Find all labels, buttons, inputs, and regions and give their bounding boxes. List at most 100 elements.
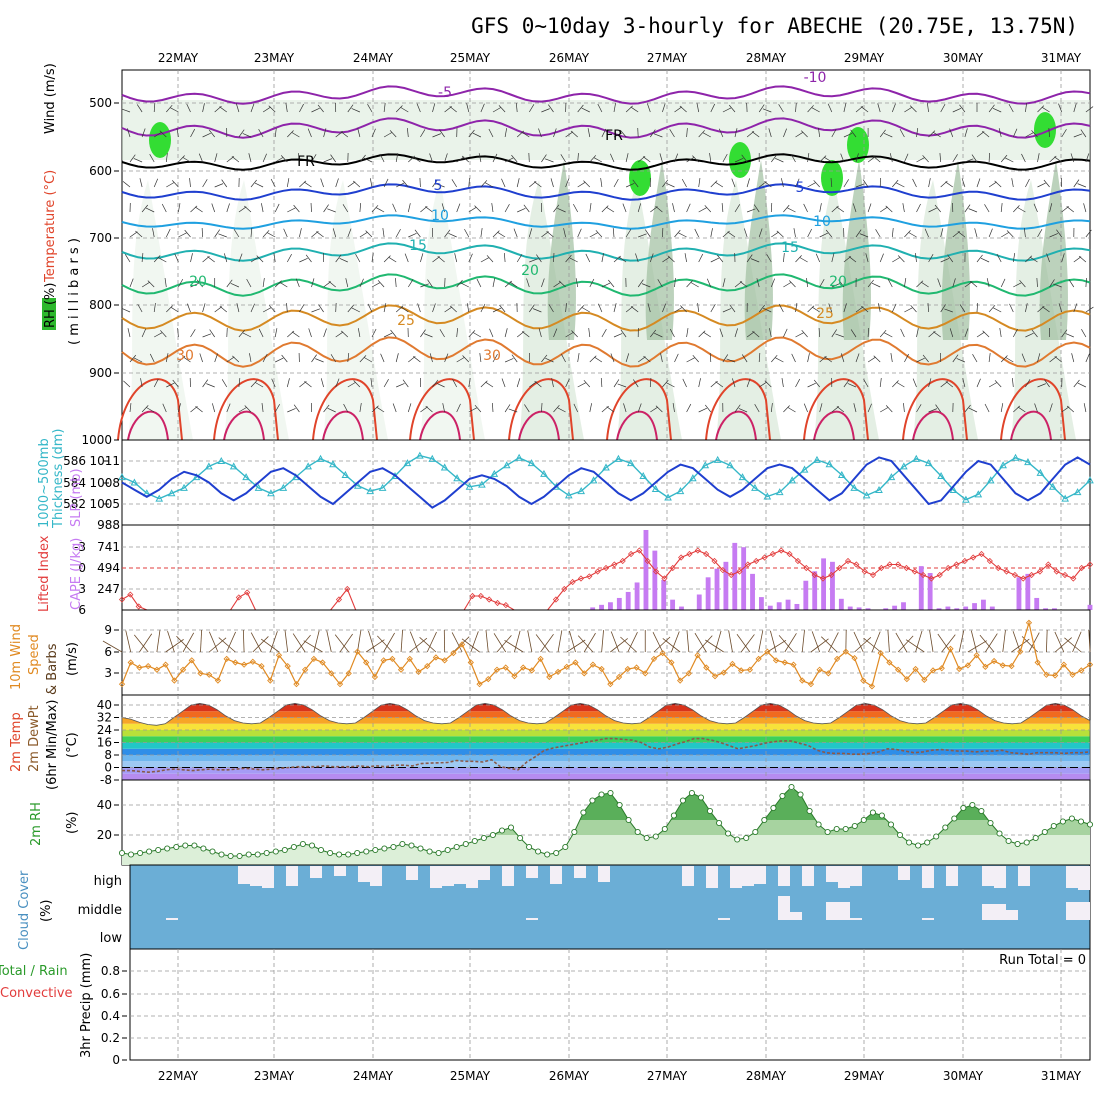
- wind-barb: [501, 178, 506, 188]
- thickness-marker: [217, 456, 226, 464]
- wind-barb: [719, 328, 724, 338]
- wind-barb: [376, 207, 385, 213]
- wind-barb: [1058, 303, 1063, 313]
- wind-barb: [1013, 405, 1021, 413]
- wind-barb: [654, 332, 663, 338]
- wind-barb: [601, 205, 609, 213]
- wind-barb: [710, 103, 716, 113]
- left-labels: RH (%) Temperature (°C) Wind (m/s) ( m i…: [0, 63, 94, 1058]
- wind-barb: [448, 233, 457, 238]
- rh-marker: [652, 833, 659, 840]
- wind-barb: [666, 382, 675, 388]
- wind-barb: [569, 257, 578, 263]
- wind-barb: [589, 155, 597, 163]
- wind-barb: [198, 153, 203, 163]
- surface-barb: [292, 633, 306, 653]
- wind-barb: [976, 178, 981, 188]
- wind-barb: [974, 228, 978, 238]
- wind-marker: [964, 662, 972, 669]
- surface-barb: [736, 633, 751, 653]
- y-tick-label: 40: [97, 698, 112, 712]
- rh-marker: [679, 797, 686, 804]
- top-date-axis: 22MAY 23MAY 24MAY 25MAY 26MAY 27MAY 28MAY 29MAY…: [158, 51, 1082, 65]
- li-marker: [1070, 575, 1077, 582]
- wind-barb: [468, 253, 473, 263]
- wind10m-barbs: [102, 629, 1091, 653]
- wind-barb: [964, 281, 973, 288]
- wind-barb: [529, 381, 537, 388]
- cloud-high-cell: [826, 866, 838, 882]
- cape-bar: [972, 603, 977, 610]
- wind-barb: [756, 278, 760, 288]
- ylabel-millibars: ( m i l l i b a r s ): [67, 238, 82, 345]
- rh-marker: [544, 851, 551, 858]
- wind-barb: [214, 306, 223, 313]
- wind-barb: [738, 408, 748, 413]
- wind-barb: [908, 232, 917, 238]
- y-tick-label: 0.4: [101, 1009, 120, 1023]
- surface-barb: [653, 636, 671, 653]
- rh-shade: [128, 180, 193, 440]
- wind-barb: [972, 354, 978, 363]
- wind-barb: [248, 153, 252, 163]
- slp-tick: 1011: [89, 454, 120, 468]
- wind-barb: [1049, 233, 1059, 238]
- thickness-marker: [639, 472, 648, 480]
- wind-barb: [489, 328, 494, 338]
- wind-barb: [904, 307, 913, 313]
- li-marker: [936, 571, 943, 579]
- wind-barb: [311, 154, 317, 163]
- wind-barb: [722, 230, 730, 238]
- wind-barb: [674, 229, 681, 238]
- wind-barb: [456, 328, 458, 338]
- rh-marker: [761, 816, 768, 824]
- wind-barb: [250, 256, 259, 263]
- wind-barb: [976, 331, 985, 338]
- wind-barb: [682, 378, 687, 388]
- li-marker: [811, 571, 818, 579]
- surface-barb: [758, 630, 764, 653]
- cloud-high-cell: [310, 866, 322, 878]
- surface-barb: [740, 634, 755, 653]
- rh-marker: [345, 851, 352, 858]
- wind-barb: [674, 106, 683, 113]
- rh-marker: [969, 801, 976, 809]
- wind-barb: [940, 180, 948, 188]
- wind-barb: [630, 106, 639, 113]
- wind-barb: [655, 205, 663, 213]
- wind-barb: [271, 378, 276, 388]
- rh-marker: [887, 821, 895, 828]
- surface-barb: [250, 632, 262, 653]
- wind-barb: [825, 229, 833, 238]
- wind-barb: [1080, 129, 1087, 138]
- wind-barb: [964, 158, 974, 163]
- wind-barb: [618, 256, 627, 263]
- wind-barb: [170, 306, 179, 313]
- wind-barb: [371, 405, 379, 413]
- slp-tick: 1005: [89, 497, 120, 511]
- surface-barb: [208, 631, 219, 653]
- ylabel-temp2m-4: (°C): [65, 732, 80, 758]
- wind-barb: [706, 278, 712, 288]
- cape-bar: [847, 606, 853, 610]
- rh-marker: [634, 828, 641, 836]
- wind-marker: [633, 664, 640, 671]
- li-marker: [803, 564, 810, 572]
- cape-bar: [1043, 608, 1049, 610]
- wind-barb: [644, 229, 651, 238]
- rh-marker: [752, 828, 759, 836]
- wind-barb: [371, 282, 381, 288]
- wind-barb: [141, 128, 146, 138]
- wind-barb: [395, 228, 401, 238]
- y-tick-label: 900: [89, 366, 112, 380]
- li-marker: [611, 561, 618, 568]
- wind-barb: [916, 203, 921, 213]
- y-tick-label: 3: [104, 666, 112, 680]
- wind-barb: [528, 228, 533, 238]
- wind-barb: [1025, 132, 1034, 138]
- thickness-marker: [949, 485, 958, 494]
- wind-barb: [1037, 353, 1041, 363]
- wind-barb: [1061, 329, 1068, 338]
- wind-barb: [262, 278, 265, 288]
